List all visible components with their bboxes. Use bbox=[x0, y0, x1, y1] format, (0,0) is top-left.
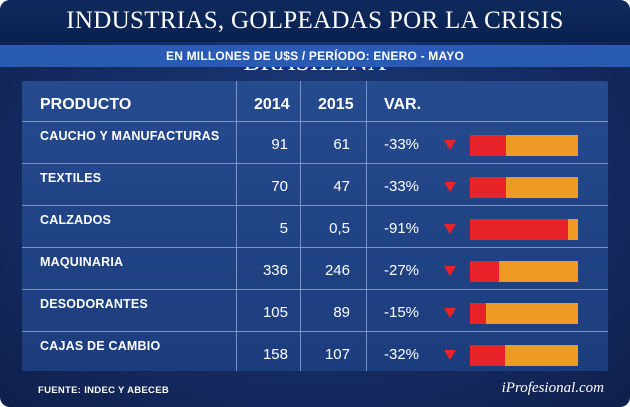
column-divider bbox=[236, 81, 237, 371]
value-2015: 61 bbox=[333, 136, 350, 153]
value-2014: 158 bbox=[262, 346, 288, 363]
row-divider bbox=[22, 331, 608, 332]
value-2015: 47 bbox=[333, 178, 350, 195]
infographic-subtitle: EN MILLONES DE U$S / PERÍODO: ENERO - MA… bbox=[0, 45, 630, 67]
down-arrow-icon bbox=[444, 266, 456, 276]
brand-logo: iProfesional.com bbox=[501, 380, 604, 396]
down-arrow-icon bbox=[444, 224, 456, 234]
down-arrow-icon bbox=[444, 182, 456, 192]
decline-fill bbox=[470, 219, 568, 240]
decline-fill bbox=[470, 261, 499, 282]
header-2015: 2015 bbox=[318, 96, 354, 113]
header-var: VAR. bbox=[384, 96, 422, 113]
value-2015: 0,5 bbox=[329, 220, 350, 237]
value-2015: 107 bbox=[324, 346, 350, 363]
product-label: CAJAS DE CAMBIO bbox=[40, 339, 161, 353]
row-divider bbox=[22, 163, 608, 164]
value-2014: 336 bbox=[262, 262, 288, 279]
variation-bar bbox=[470, 261, 578, 282]
row-divider bbox=[22, 121, 608, 122]
variation-bar bbox=[470, 345, 578, 366]
product-label: CAUCHO Y MANUFACTURAS bbox=[40, 129, 220, 143]
variation-bar bbox=[470, 177, 578, 198]
value-2014: 5 bbox=[279, 220, 288, 237]
product-label: DESODORANTES bbox=[40, 297, 148, 311]
decline-fill bbox=[470, 135, 506, 156]
data-table: PRODUCTO 2014 2015 VAR. CAUCHO Y MANUFAC… bbox=[22, 81, 608, 371]
variation-value: -27% bbox=[384, 262, 420, 279]
value-2015: 246 bbox=[324, 262, 350, 279]
variation-bar bbox=[470, 135, 578, 156]
column-divider bbox=[300, 81, 301, 371]
variation-value: -32% bbox=[384, 346, 420, 363]
variation-value: -91% bbox=[384, 220, 420, 237]
variation-bar bbox=[470, 219, 578, 240]
row-divider bbox=[22, 205, 608, 206]
down-arrow-icon bbox=[444, 140, 456, 150]
variation-value: -33% bbox=[384, 136, 420, 153]
variation-value: -15% bbox=[384, 304, 420, 321]
down-arrow-icon bbox=[444, 350, 456, 360]
variation-bar bbox=[470, 303, 578, 324]
product-label: TEXTILES bbox=[40, 171, 102, 185]
product-label: MAQUINARIA bbox=[40, 255, 124, 269]
variation-value: -33% bbox=[384, 178, 420, 195]
column-divider bbox=[366, 81, 367, 371]
product-label: CALZADOS bbox=[40, 213, 112, 227]
row-divider bbox=[22, 289, 608, 290]
value-2014: 70 bbox=[271, 178, 288, 195]
value-2015: 89 bbox=[333, 304, 350, 321]
decline-fill bbox=[470, 345, 505, 366]
down-arrow-icon bbox=[444, 308, 456, 318]
header-product: PRODUCTO bbox=[40, 96, 132, 113]
header-2014: 2014 bbox=[254, 96, 290, 113]
value-2014: 91 bbox=[271, 136, 288, 153]
source-note: FUENTE: INDEC Y ABECEB bbox=[38, 385, 169, 396]
infographic-title: INDUSTRIAS, GOLPEADAS POR LA CRISIS BRAS… bbox=[0, 0, 630, 76]
value-2014: 105 bbox=[262, 304, 288, 321]
decline-fill bbox=[470, 303, 486, 324]
row-divider bbox=[22, 247, 608, 248]
decline-fill bbox=[470, 177, 506, 198]
